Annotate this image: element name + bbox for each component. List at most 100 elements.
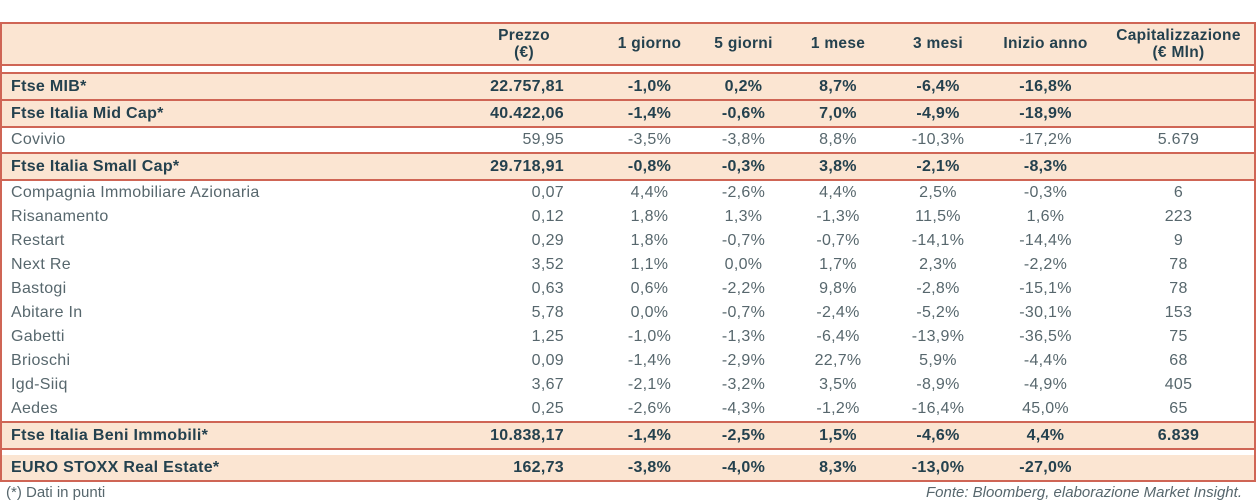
cell-1-mese: 22,7%: [814, 352, 862, 369]
cell-1-mese: -0,7%: [816, 232, 860, 249]
table-row: Restart 0,29 1,8% -0,7% -0,7% -14,1% -14…: [2, 229, 1254, 253]
cell-1-giorno: -1,4%: [627, 104, 672, 122]
cell-3-mesi: -8,9%: [916, 376, 960, 393]
cell-1-mese: 4,4%: [819, 184, 857, 201]
cell-name: Ftse MIB*: [11, 77, 87, 95]
cell-inizio-anno: -36,5%: [1019, 328, 1072, 345]
cell-capitalizzazione: 153: [1164, 304, 1193, 321]
cell-prezzo: 3,52: [531, 256, 564, 273]
table-header: Prezzo (€) 1 giorno 5 giorni 1 mese 3 me…: [2, 24, 1254, 64]
cell-1-giorno: 0,0%: [630, 304, 669, 321]
cell-prezzo: 162,73: [513, 458, 564, 476]
cell-1-mese: 1,5%: [819, 426, 857, 444]
cell-name: Compagnia Immobiliare Azionaria: [11, 184, 260, 201]
table-row: Brioschi 0,09 -1,4% -2,9% 22,7% 5,9% -4,…: [2, 349, 1254, 373]
cell-prezzo: 1,25: [531, 328, 564, 345]
cell-name: Restart: [11, 232, 65, 249]
cell-5-giorni: -4,0%: [721, 458, 766, 476]
cell-1-mese: -6,4%: [816, 328, 860, 345]
cell-3-mesi: -4,9%: [916, 104, 960, 122]
cell-1-mese: -1,2%: [816, 400, 860, 417]
cell-1-giorno: -3,8%: [627, 458, 672, 476]
table-row: EURO STOXX Real Estate* 162,73 -3,8% -4,…: [2, 455, 1254, 482]
cell-1-giorno: -2,6%: [627, 400, 672, 417]
cell-name: Bastogi: [11, 280, 67, 297]
header-label: Prezzo: [498, 26, 550, 44]
cell-1-giorno: -1,0%: [627, 328, 672, 345]
cell-1-mese: 8,3%: [819, 458, 857, 476]
cell-inizio-anno: -14,4%: [1019, 232, 1072, 249]
header-cell-prezzo: Prezzo (€): [448, 24, 600, 64]
cell-3-mesi: 2,5%: [919, 184, 957, 201]
cell-prezzo: 0,63: [531, 280, 564, 297]
cell-inizio-anno: 45,0%: [1022, 400, 1069, 417]
cell-name: Igd-Siiq: [11, 376, 68, 393]
cell-3-mesi: -6,4%: [916, 77, 960, 95]
cell-3-mesi: -5,2%: [916, 304, 960, 321]
cell-1-giorno: -2,1%: [627, 376, 672, 393]
table-row: Ftse Italia Mid Cap* 40.422,06 -1,4% -0,…: [2, 101, 1254, 128]
cell-1-giorno: -1,4%: [627, 426, 672, 444]
cell-name: Abitare In: [11, 304, 83, 321]
cell-capitalizzazione: 223: [1164, 208, 1193, 225]
cell-inizio-anno: -4,4%: [1023, 352, 1068, 369]
cell-prezzo: 59,95: [522, 131, 564, 148]
cell-capitalizzazione: 6: [1173, 184, 1184, 201]
cell-1-mese: -2,4%: [816, 304, 860, 321]
cell-inizio-anno: -4,9%: [1023, 376, 1068, 393]
table-row: Abitare In 5,78 0,0% -0,7% -2,4% -5,2% -…: [2, 301, 1254, 325]
cell-name: Covivio: [11, 131, 66, 148]
table-row: Covivio 59,95 -3,5% -3,8% 8,8% -10,3% -1…: [2, 128, 1254, 152]
header-cell-capitalizzazione: Capitalizzazione (€ Mln): [1103, 24, 1254, 64]
header-sublabel: (€): [514, 44, 534, 61]
cell-name: Gabetti: [11, 328, 65, 345]
cell-inizio-anno: -2,2%: [1023, 256, 1068, 273]
cell-5-giorni: -0,7%: [721, 232, 766, 249]
table-row: Gabetti 1,25 -1,0% -1,3% -6,4% -13,9% -3…: [2, 325, 1254, 349]
cell-5-giorni: -0,3%: [721, 157, 766, 175]
cell-1-giorno: -3,5%: [627, 131, 672, 148]
cell-1-giorno: 1,8%: [630, 232, 669, 249]
cell-prezzo: 0,29: [531, 232, 564, 249]
cell-1-mese: 9,8%: [819, 280, 857, 297]
cell-5-giorni: -4,3%: [721, 400, 766, 417]
cell-5-giorni: -0,7%: [721, 304, 766, 321]
cell-1-mese: 8,7%: [819, 77, 857, 95]
cell-prezzo: 5,78: [531, 304, 564, 321]
cell-1-mese: 1,7%: [819, 256, 857, 273]
footnote-dati-in-punti: (*) Dati in punti: [6, 484, 106, 501]
cell-name: Ftse Italia Beni Immobili*: [11, 426, 209, 444]
cell-5-giorni: 0,2%: [724, 77, 763, 95]
table-row: Ftse Italia Small Cap* 29.718,91 -0,8% -…: [2, 152, 1254, 181]
cell-inizio-anno: -27,0%: [1019, 458, 1072, 476]
cell-prezzo: 10.838,17: [490, 426, 564, 444]
cell-1-giorno: 1,1%: [630, 256, 669, 273]
cell-5-giorni: -2,2%: [721, 280, 766, 297]
cell-5-giorni: 1,3%: [724, 208, 763, 225]
cell-capitalizzazione: 405: [1164, 376, 1193, 393]
cell-5-giorni: 0,0%: [724, 256, 763, 273]
header-cell-inizio-anno: Inizio anno: [988, 24, 1103, 64]
cell-capitalizzazione: 78: [1169, 256, 1188, 273]
cell-5-giorni: -0,6%: [721, 104, 766, 122]
cell-inizio-anno: -30,1%: [1019, 304, 1072, 321]
financial-table: Prezzo (€) 1 giorno 5 giorni 1 mese 3 me…: [0, 22, 1256, 482]
table-footer: (*) Dati in punti Fonte: Bloomberg, elab…: [0, 482, 1256, 501]
header-separator: [2, 64, 1254, 72]
cell-prezzo: 0,07: [531, 184, 564, 201]
table-row: Next Re 3,52 1,1% 0,0% 1,7% 2,3% -2,2% 7…: [2, 253, 1254, 277]
cell-prezzo: 40.422,06: [490, 104, 564, 122]
cell-5-giorni: -3,2%: [721, 376, 766, 393]
cell-inizio-anno: 1,6%: [1026, 208, 1065, 225]
cell-1-mese: 7,0%: [819, 104, 857, 122]
cell-1-mese: 3,8%: [819, 157, 857, 175]
header-cell-3-mesi: 3 mesi: [888, 24, 988, 64]
cell-5-giorni: -1,3%: [721, 328, 766, 345]
table-row: Aedes 0,25 -2,6% -4,3% -1,2% -16,4% 45,0…: [2, 397, 1254, 421]
cell-3-mesi: -4,6%: [916, 426, 960, 444]
cell-inizio-anno: -18,9%: [1019, 104, 1072, 122]
cell-1-mese: -1,3%: [816, 208, 860, 225]
cell-name: Aedes: [11, 400, 58, 417]
cell-name: Ftse Italia Mid Cap*: [11, 104, 164, 122]
